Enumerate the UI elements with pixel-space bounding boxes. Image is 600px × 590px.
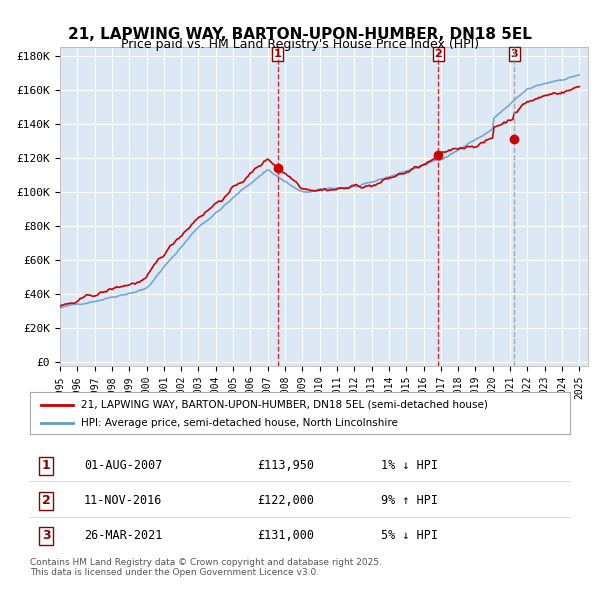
Text: HPI: Average price, semi-detached house, North Lincolnshire: HPI: Average price, semi-detached house,… <box>82 418 398 428</box>
Text: 1: 1 <box>42 460 50 473</box>
Text: 2: 2 <box>42 494 50 507</box>
Text: 3: 3 <box>42 529 50 542</box>
Text: £122,000: £122,000 <box>257 494 314 507</box>
Text: 9% ↑ HPI: 9% ↑ HPI <box>381 494 438 507</box>
Text: 26-MAR-2021: 26-MAR-2021 <box>84 529 163 542</box>
Text: 1: 1 <box>274 49 281 59</box>
Text: Price paid vs. HM Land Registry's House Price Index (HPI): Price paid vs. HM Land Registry's House … <box>121 38 479 51</box>
Text: 3: 3 <box>510 49 518 59</box>
Text: 5% ↓ HPI: 5% ↓ HPI <box>381 529 438 542</box>
Text: £131,000: £131,000 <box>257 529 314 542</box>
Text: 21, LAPWING WAY, BARTON-UPON-HUMBER, DN18 5EL: 21, LAPWING WAY, BARTON-UPON-HUMBER, DN1… <box>68 27 532 41</box>
Text: 1% ↓ HPI: 1% ↓ HPI <box>381 460 438 473</box>
Text: Contains HM Land Registry data © Crown copyright and database right 2025.
This d: Contains HM Land Registry data © Crown c… <box>30 558 382 577</box>
Text: £113,950: £113,950 <box>257 460 314 473</box>
Text: 21, LAPWING WAY, BARTON-UPON-HUMBER, DN18 5EL (semi-detached house): 21, LAPWING WAY, BARTON-UPON-HUMBER, DN1… <box>82 400 488 409</box>
Text: 01-AUG-2007: 01-AUG-2007 <box>84 460 163 473</box>
Text: 2: 2 <box>434 49 442 59</box>
Text: 11-NOV-2016: 11-NOV-2016 <box>84 494 163 507</box>
